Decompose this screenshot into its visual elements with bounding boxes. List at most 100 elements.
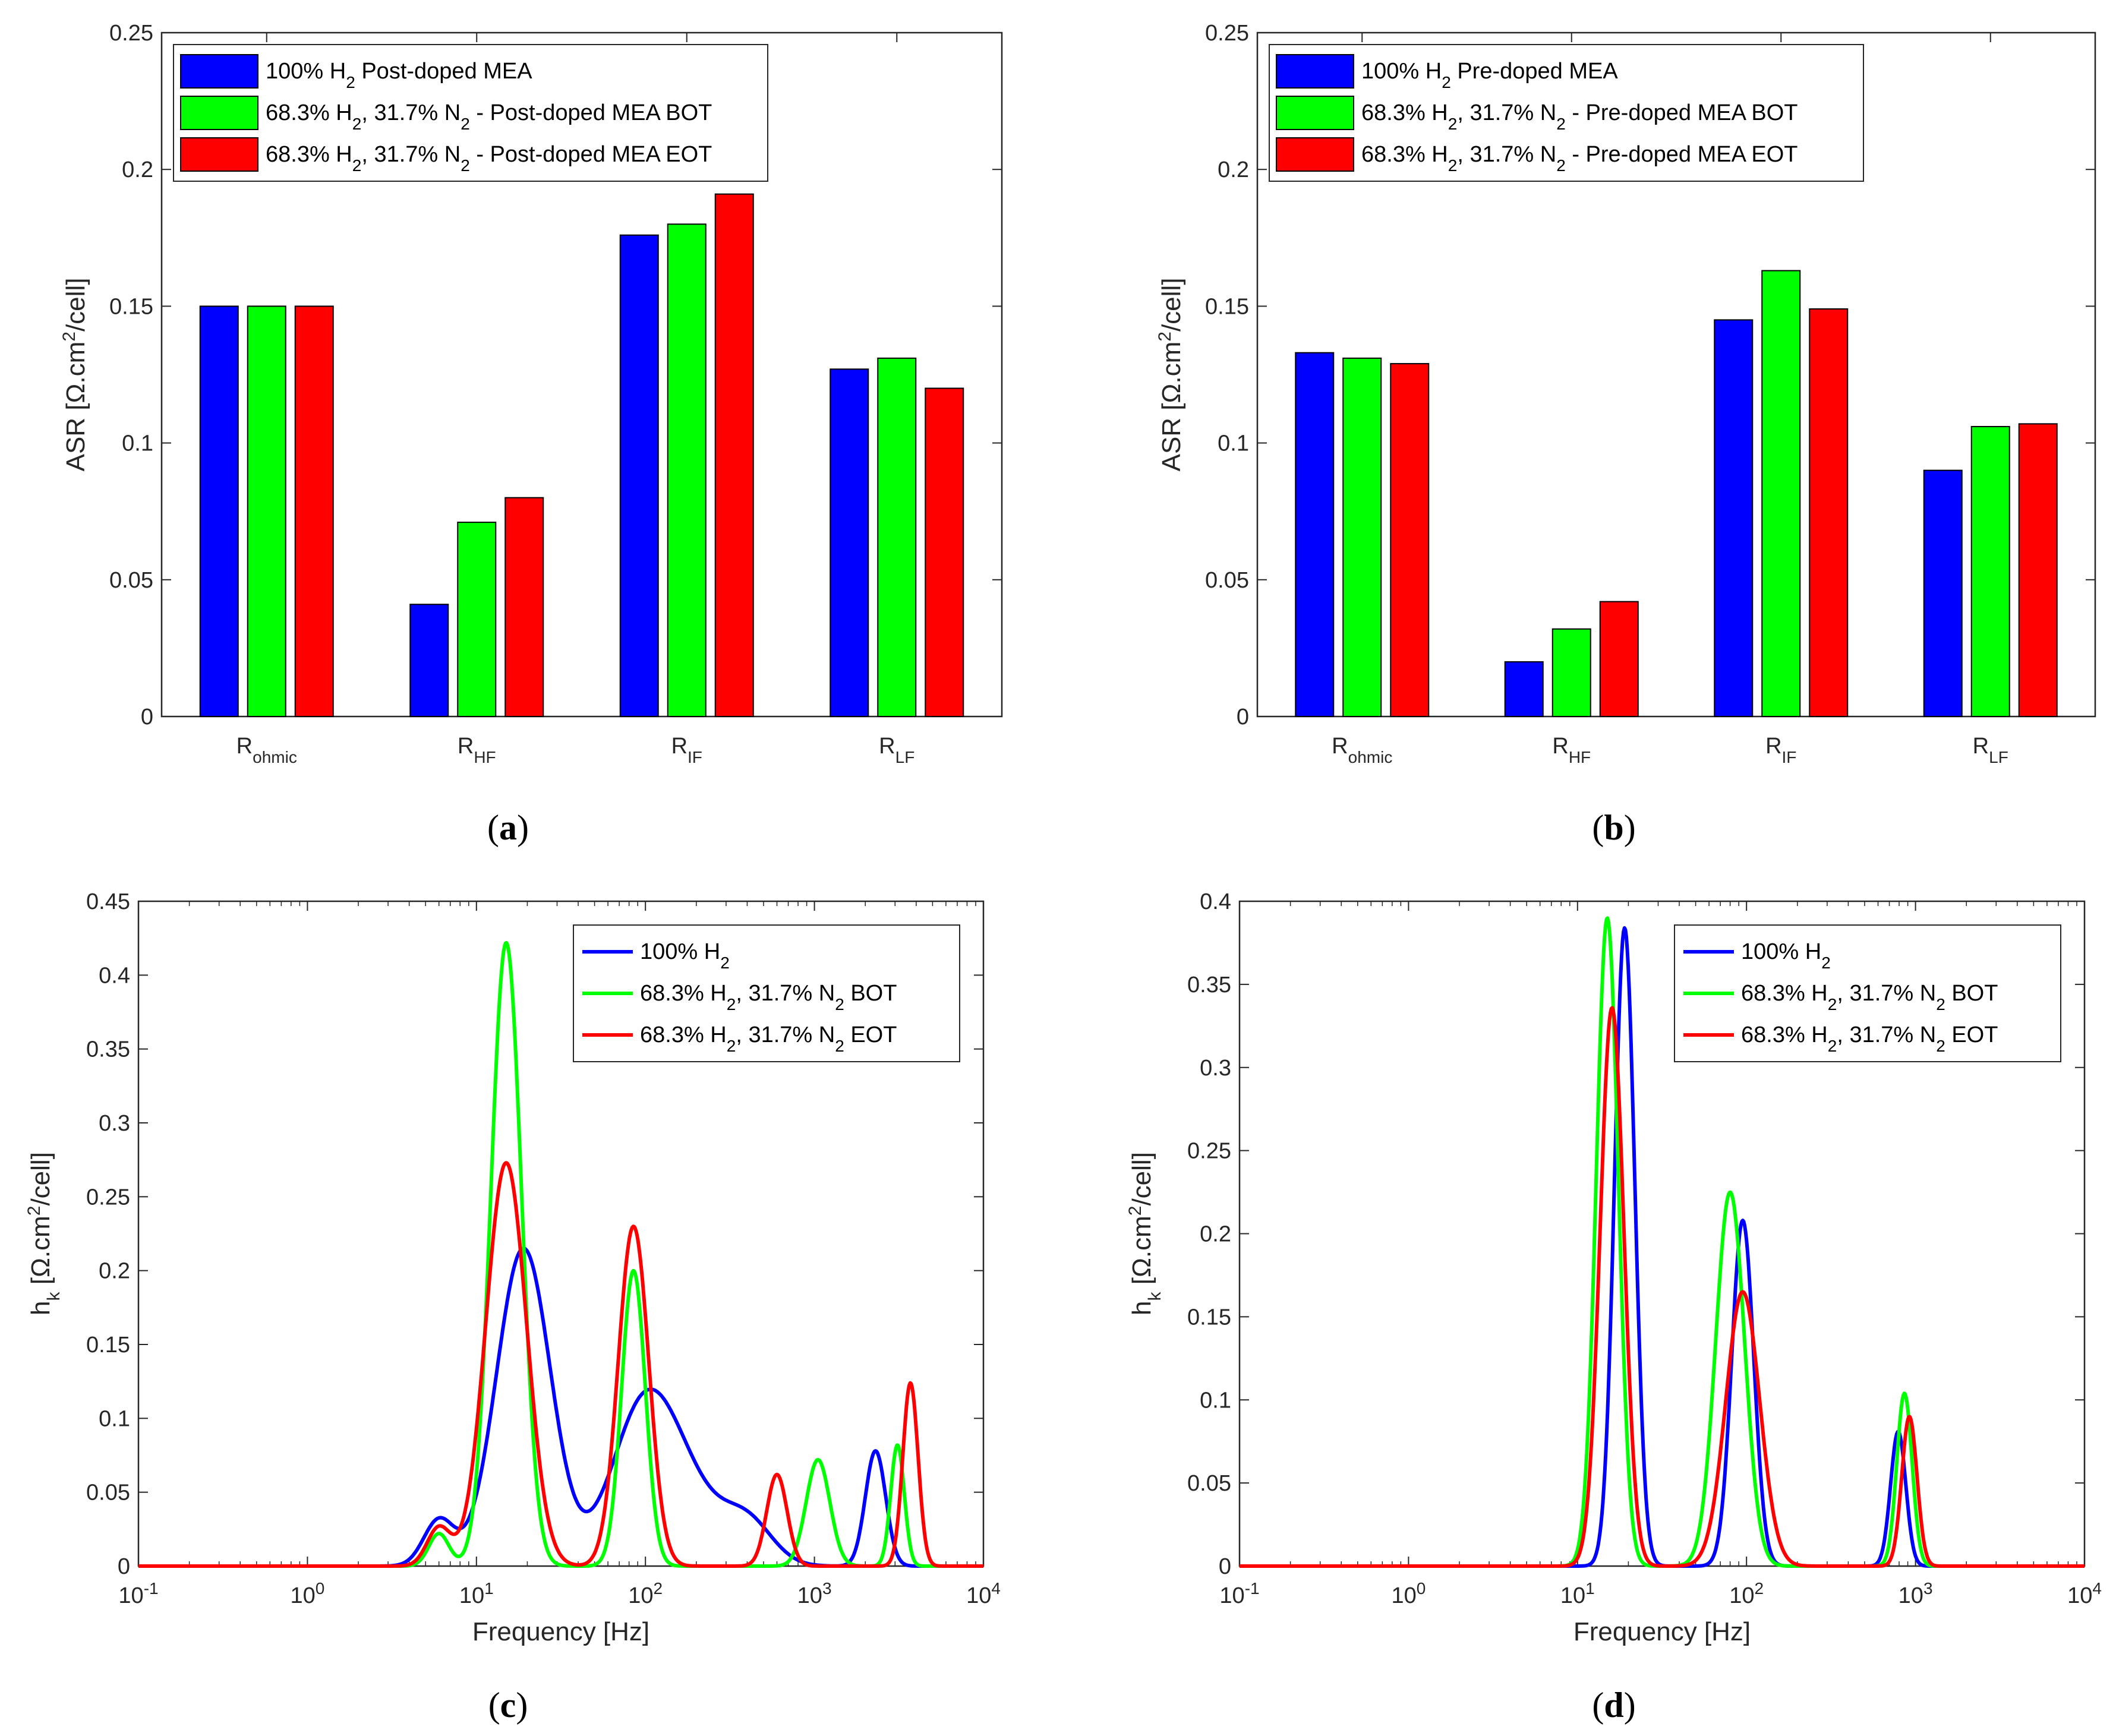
legend-swatch [180, 96, 258, 130]
superscript: 3 [1923, 1579, 1933, 1598]
legend-label: 68.3% H2, 31.7% N2 BOT [1741, 981, 1998, 1014]
y-axis-label: hk [Ω.cm2/cell] [24, 1152, 64, 1315]
text-part: /cell] [1157, 278, 1186, 332]
panel-caption: (c) [488, 1686, 528, 1725]
subscript: 2 [1448, 115, 1458, 133]
text-part: ( [1592, 1686, 1604, 1725]
y-tick-label: 0 [118, 1554, 130, 1579]
bar [504, 497, 544, 717]
legend-label: 100% H2 [640, 939, 730, 972]
panel-caption: (b) [1592, 808, 1635, 847]
y-tick-label: 0.05 [1205, 568, 1249, 593]
bar [1551, 628, 1591, 717]
subscript: 2 [835, 1037, 844, 1055]
text-part: EOT [844, 1022, 897, 1047]
subscript: 2 [1556, 156, 1566, 175]
text-part: , 31.7% N [1837, 981, 1936, 1006]
x-tick-label: Rohmic [236, 734, 297, 766]
panel-caption: (a) [487, 808, 529, 847]
x-tick-label: 103 [1899, 1579, 1933, 1609]
subscript: 2 [720, 954, 730, 972]
superscript: 2 [654, 1579, 663, 1598]
y-tick-label: 0.05 [86, 1481, 130, 1505]
superscript: 4 [2092, 1579, 2102, 1598]
text-part: R [458, 734, 474, 759]
legend-swatch [1276, 137, 1354, 172]
x-tick-label: 103 [797, 1579, 832, 1609]
text-part: /cell] [61, 278, 90, 332]
subscript: IF [688, 748, 702, 766]
legend-label: 68.3% H2, 31.7% N2 - Pre-doped MEA EOT [1361, 142, 1798, 175]
y-tick-label: 0.2 [1200, 1222, 1231, 1247]
y-tick-label: 0 [1219, 1554, 1231, 1579]
text-part: ( [487, 808, 499, 847]
y-tick-label: 0.1 [99, 1406, 130, 1431]
text-part: , 31.7% N [361, 142, 461, 167]
text-part: Post-doped MEA [355, 59, 532, 84]
bar [1761, 270, 1801, 718]
subscript: 2 [1828, 995, 1837, 1014]
text-part: BOT [844, 981, 897, 1006]
y-tick-label: 0 [1237, 705, 1249, 730]
panel-d-line-chart: 00.050.10.150.20.250.30.350.4hk [Ω.cm2/c… [1125, 889, 2102, 1725]
legend-box [1674, 924, 2061, 1062]
x-tick-label: 101 [459, 1579, 494, 1609]
y-tick-label: 0.15 [109, 294, 153, 319]
y-tick-label: 0.25 [1205, 21, 1249, 46]
legend-swatch [1276, 96, 1354, 130]
y-tick-label: 0.1 [122, 431, 153, 456]
text-part: [Ω.cm [1127, 1216, 1156, 1292]
subscript: 2 [1936, 1037, 1945, 1055]
legend-swatch [180, 54, 258, 89]
subscript: 2 [1821, 954, 1831, 972]
text-part: d [1604, 1686, 1623, 1725]
text-part: 10 [459, 1583, 484, 1608]
text-part: ASR [Ω.cm [1157, 342, 1186, 472]
bar [247, 305, 286, 717]
text-part: h [26, 1301, 55, 1315]
text-part: ASR [Ω.cm [61, 342, 90, 472]
x-tick-label: Rohmic [1332, 734, 1392, 766]
y-axis-label: ASR [Ω.cm2/cell] [1155, 278, 1187, 472]
legend-box [173, 44, 768, 182]
superscript: 2 [24, 1206, 44, 1216]
bar [925, 387, 964, 717]
x-tick-label: 10-1 [118, 1579, 158, 1609]
bar [714, 193, 754, 717]
superscript: -1 [144, 1579, 159, 1598]
subscript: k [1145, 1291, 1165, 1301]
text-part: 68.3% H [266, 142, 352, 167]
bar [1390, 363, 1430, 717]
y-tick-label: 0.4 [99, 963, 130, 988]
x-tick-label: 100 [290, 1579, 324, 1609]
text-part: R [1973, 734, 1989, 759]
y-tick-label: 0.35 [86, 1037, 130, 1062]
subscript: IF [1782, 748, 1797, 766]
y-tick-label: 0.35 [1187, 973, 1231, 998]
text-part: 10 [2067, 1583, 2092, 1608]
subscript: 2 [461, 115, 470, 133]
subscript: 2 [1936, 995, 1945, 1014]
text-part: , 31.7% N [1457, 142, 1556, 167]
x-tick-label: 101 [1560, 1579, 1595, 1609]
subscript: 2 [1442, 73, 1451, 91]
x-tick-label: 102 [628, 1579, 663, 1609]
subscript: HF [474, 748, 496, 766]
y-tick-label: 0.25 [1187, 1139, 1231, 1164]
superscript: 3 [822, 1579, 832, 1598]
text-part: 10 [290, 1583, 315, 1608]
subscript: 2 [1828, 1037, 1837, 1055]
legend-label: 68.3% H2, 31.7% N2 EOT [640, 1022, 897, 1055]
subscript: 2 [352, 156, 362, 175]
text-part: R [1332, 734, 1348, 759]
bar [199, 305, 239, 717]
superscript: 2 [1755, 1579, 1764, 1598]
panel-caption: (d) [1592, 1686, 1635, 1725]
subscript: LF [1989, 748, 2008, 766]
x-axis-label: Frequency [Hz] [472, 1617, 649, 1646]
subscript: ohmic [253, 748, 297, 766]
superscript: 0 [1417, 1579, 1426, 1598]
y-tick-label: 0.1 [1200, 1388, 1231, 1413]
text-part: c [500, 1686, 516, 1725]
